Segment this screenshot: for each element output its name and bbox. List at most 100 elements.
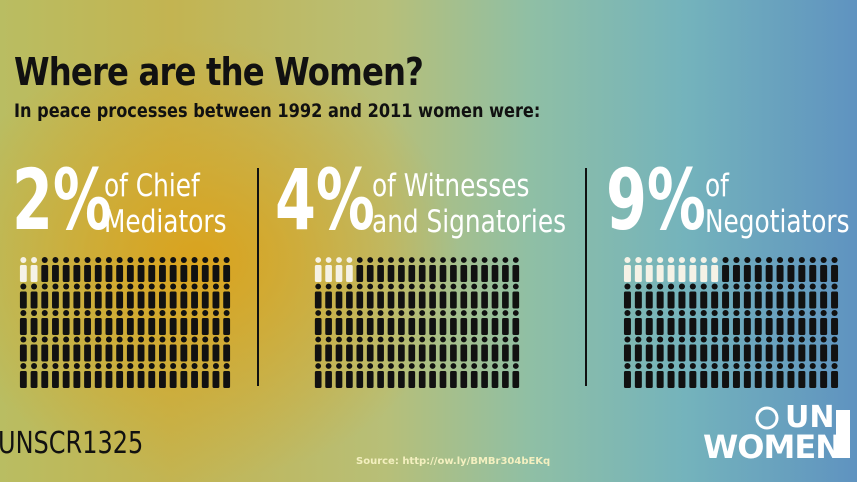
person-head — [84, 336, 91, 343]
person-body — [645, 318, 653, 335]
person-head — [84, 283, 91, 290]
person-body — [470, 265, 478, 282]
person-body — [137, 371, 145, 388]
person-body — [346, 291, 353, 309]
person-body — [366, 371, 374, 388]
person-body — [678, 344, 686, 362]
person-head — [159, 310, 166, 316]
person-head — [212, 257, 219, 263]
person-head — [471, 283, 478, 290]
person-body — [126, 291, 134, 309]
person-body — [212, 265, 220, 282]
person-head — [408, 257, 415, 263]
person-head — [744, 283, 751, 290]
person-head — [84, 257, 91, 263]
person-body — [212, 344, 220, 362]
person-body — [116, 371, 124, 388]
person-body — [325, 265, 332, 282]
person-body — [502, 265, 509, 282]
person-head — [831, 336, 838, 343]
person-head — [820, 309, 827, 317]
person-head — [744, 336, 751, 343]
person-head — [512, 363, 519, 369]
person-body — [137, 265, 145, 282]
person-body — [722, 265, 730, 282]
description: and Signatories — [372, 204, 566, 240]
person-body — [377, 371, 384, 388]
description: of Witnesses — [372, 168, 530, 204]
person-body — [325, 371, 332, 388]
person-body — [512, 344, 520, 362]
person-head — [31, 336, 38, 343]
person-head — [787, 336, 795, 343]
person-head — [367, 363, 374, 369]
person-head — [471, 336, 478, 343]
person-head — [367, 310, 374, 316]
person-body — [667, 371, 675, 388]
percent: 2% — [12, 151, 112, 249]
person-body — [634, 344, 642, 362]
person-head — [450, 283, 457, 290]
person-head — [191, 257, 198, 263]
person-head — [138, 363, 145, 369]
person-head — [41, 336, 48, 343]
person-body — [831, 265, 839, 282]
person-body — [84, 371, 91, 388]
person-head — [711, 336, 718, 343]
person-body — [776, 318, 784, 335]
person-head — [356, 257, 363, 263]
person-body — [700, 371, 708, 388]
person-body — [418, 318, 426, 335]
person-head — [635, 256, 642, 264]
person-body — [645, 371, 653, 388]
person-head — [744, 309, 751, 317]
person-body — [743, 318, 751, 335]
person-head — [657, 362, 664, 370]
person-head — [170, 283, 177, 290]
person-head — [346, 283, 353, 290]
person-head — [398, 310, 405, 316]
person-body — [180, 291, 188, 309]
person-body — [84, 318, 91, 335]
person-head — [63, 363, 70, 369]
person-body — [743, 265, 751, 282]
person-head — [212, 310, 219, 316]
percent: 9% — [606, 151, 706, 249]
person-body — [645, 291, 653, 309]
person-head — [336, 310, 342, 316]
person-head — [84, 363, 91, 369]
person-head — [356, 336, 363, 343]
person-body — [191, 291, 198, 309]
person-head — [419, 283, 426, 290]
person-head — [820, 256, 827, 264]
person-body — [798, 344, 806, 362]
person-head — [440, 310, 446, 316]
person-body — [105, 265, 113, 282]
person-body — [700, 265, 708, 282]
person-head — [787, 283, 795, 290]
person-body — [169, 291, 177, 309]
person-head — [398, 257, 405, 263]
person-body — [634, 291, 642, 309]
person-body — [19, 371, 27, 388]
person-head — [471, 310, 478, 316]
person-head — [223, 257, 230, 263]
person-head — [315, 283, 322, 290]
person-head — [776, 336, 784, 343]
person-head — [755, 336, 762, 343]
person-head — [667, 256, 675, 264]
person-body — [491, 318, 499, 335]
person-body — [460, 265, 468, 282]
person-head — [202, 363, 209, 369]
person-body — [831, 371, 839, 388]
person-head — [315, 336, 322, 343]
person-body — [126, 344, 134, 362]
person-body — [346, 318, 353, 335]
person-body — [439, 291, 447, 309]
un-emblem — [755, 406, 779, 430]
person-body — [481, 291, 488, 309]
person-body — [512, 265, 520, 282]
person-head — [798, 283, 805, 290]
person-head — [429, 363, 436, 369]
person-body — [148, 371, 156, 388]
